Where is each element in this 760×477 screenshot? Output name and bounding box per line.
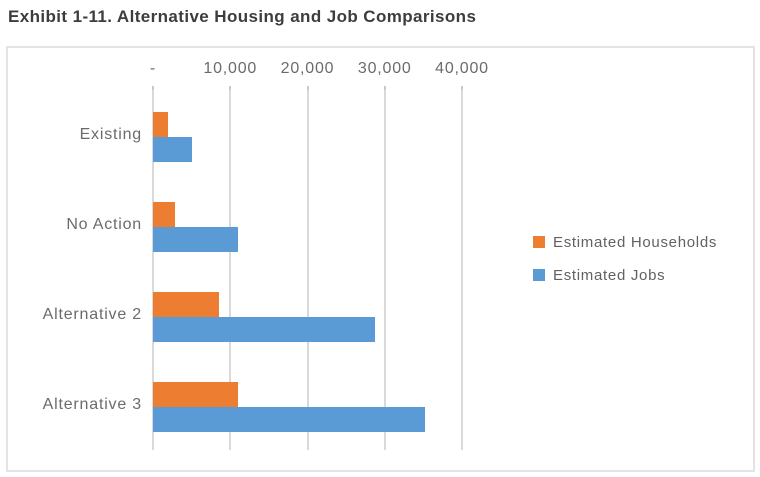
bar-jobs — [153, 137, 192, 162]
x-axis-tick-label: - — [149, 60, 157, 77]
legend-item: Estimated Jobs — [533, 266, 717, 284]
value-axis-line — [152, 90, 154, 450]
chart-frame: - 10,000 20,000 30,000 40,000 Existing No Act… — [6, 46, 755, 472]
legend-swatch-households — [533, 236, 545, 248]
bar-households — [153, 202, 175, 227]
x-axis-tick-label: 20,000 — [280, 60, 335, 77]
bar-jobs — [153, 317, 375, 342]
gridline — [306, 90, 309, 450]
x-axis-tick-label: 30,000 — [357, 60, 412, 77]
bar-households — [153, 292, 219, 317]
bar-jobs — [153, 227, 238, 252]
legend-label: Estimated Jobs — [553, 266, 666, 284]
gridline — [229, 90, 232, 450]
bar-jobs — [153, 407, 425, 432]
bar-households — [153, 382, 238, 407]
legend: Estimated Households Estimated Jobs — [533, 233, 717, 299]
legend-label: Estimated Households — [553, 233, 718, 251]
legend-item: Estimated Households — [533, 233, 717, 251]
x-axis-tick-label: 40,000 — [435, 60, 489, 77]
gridline — [461, 90, 463, 450]
category-label: No Action — [66, 216, 142, 233]
legend-swatch-jobs — [533, 269, 545, 281]
exhibit-title: Exhibit 1-11. Alternative Housing and Jo… — [8, 7, 477, 26]
x-axis-tick-label: 10,000 — [203, 60, 258, 77]
category-label: Alternative 3 — [42, 396, 142, 413]
category-label: Alternative 2 — [42, 306, 142, 323]
category-label: Existing — [79, 126, 142, 143]
gridline — [383, 90, 386, 450]
bar-households — [153, 112, 169, 137]
